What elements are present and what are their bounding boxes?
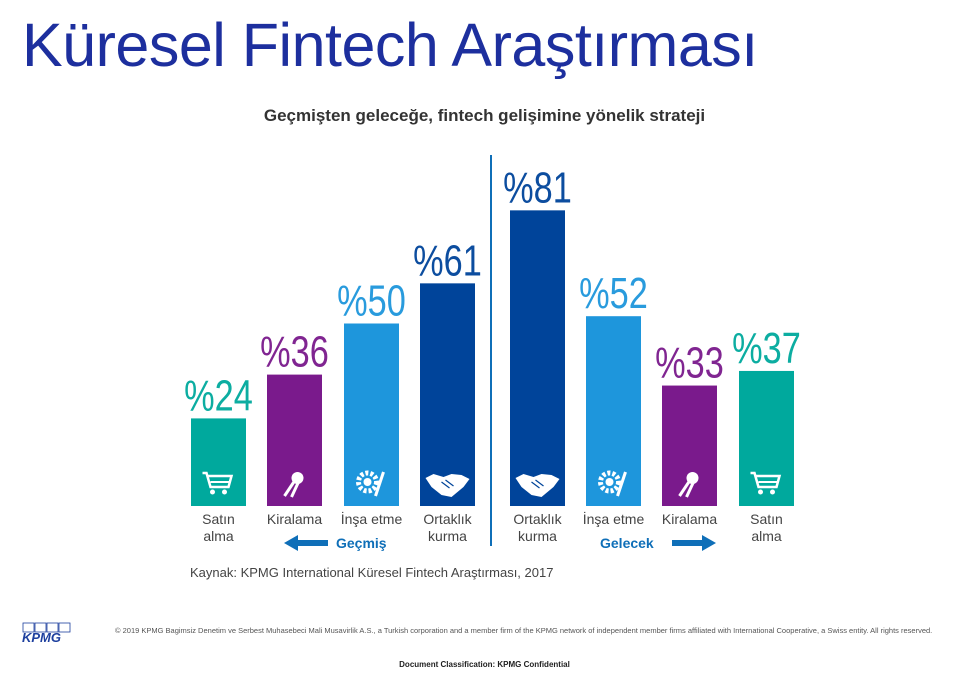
category-label: Kiralama [267, 511, 322, 527]
bar-group: %52 İnşa etme [579, 269, 648, 527]
arrow-left-icon [284, 535, 328, 551]
value-label: %37 [732, 324, 801, 373]
value-label: %50 [337, 276, 406, 325]
wrench [616, 471, 627, 497]
bar-group: %36 Kiralama [260, 328, 329, 527]
cart-wheel [758, 489, 763, 495]
bar [267, 374, 322, 506]
category-label: Satın [202, 511, 235, 527]
bar-group: %50 İnşa etme [337, 276, 406, 527]
key-shaft [685, 481, 695, 498]
page-title: Küresel Fintech Araştırması [22, 11, 758, 79]
handshake-fingers [441, 479, 454, 489]
bar [191, 418, 246, 506]
document-classification: Document Classification: KPMG Confidenti… [399, 660, 570, 669]
bar [510, 210, 565, 506]
cart-icon [202, 471, 234, 495]
key-shaft [290, 481, 300, 498]
bar [662, 385, 717, 506]
chart-title: Geçmişten geleceğe, fintech gelişimine y… [263, 106, 706, 125]
category-label: Satın [750, 511, 783, 527]
key-shaft [678, 480, 691, 497]
handshake-icon [425, 474, 470, 497]
category-label: alma [751, 528, 782, 544]
cart-body [202, 471, 234, 489]
value-label: %61 [413, 236, 482, 285]
bar [586, 316, 641, 506]
gear-hub [605, 478, 614, 486]
svg-text:KPMG: KPMG [22, 630, 61, 644]
copyright-text: © 2019 KPMG Bagimsiz Denetim ve Serbest … [115, 626, 933, 635]
handshake-shape [515, 474, 560, 497]
handshake-icon [515, 474, 560, 497]
value-label: %24 [184, 371, 253, 420]
kpmg-logo: KPMG [22, 622, 74, 649]
handshake-shape [425, 474, 470, 497]
gear [598, 470, 621, 494]
bar [344, 323, 399, 506]
category-label: Ortaklık [423, 511, 472, 527]
source-note: Kaynak: KPMG International Küresel Finte… [190, 565, 554, 580]
cart-wheel [222, 489, 227, 495]
cart-wheel [770, 489, 775, 495]
cart-body [750, 471, 782, 489]
keys-icon [283, 472, 304, 498]
category-label: alma [203, 528, 234, 544]
value-label: %81 [503, 163, 572, 212]
category-label: kurma [428, 528, 467, 544]
keys-icon [678, 472, 699, 498]
gear-wrench-icon [356, 470, 385, 497]
category-label: Ortaklık [513, 511, 562, 527]
key-shaft [283, 480, 296, 497]
value-label: %36 [260, 328, 329, 377]
group-label-past: Geçmiş [336, 535, 387, 551]
bar [420, 283, 475, 506]
handshake-fingers [531, 479, 544, 489]
value-label: %33 [655, 339, 724, 388]
category-label: İnşa etme [583, 510, 645, 527]
category-label: İnşa etme [341, 510, 403, 527]
bar [739, 370, 794, 506]
cart-wheel [210, 489, 215, 495]
arrow-right-icon [672, 535, 716, 551]
gear [356, 470, 379, 494]
gear-wrench-icon [598, 470, 627, 497]
category-label: kurma [518, 528, 557, 544]
group-label-future: Gelecek [600, 535, 654, 551]
value-label: %52 [579, 269, 648, 318]
category-label: Kiralama [662, 511, 717, 527]
cart-icon [750, 471, 782, 495]
bar-group: %33 Kiralama [655, 339, 724, 527]
gear-hub [363, 478, 372, 486]
wrench [374, 471, 385, 497]
